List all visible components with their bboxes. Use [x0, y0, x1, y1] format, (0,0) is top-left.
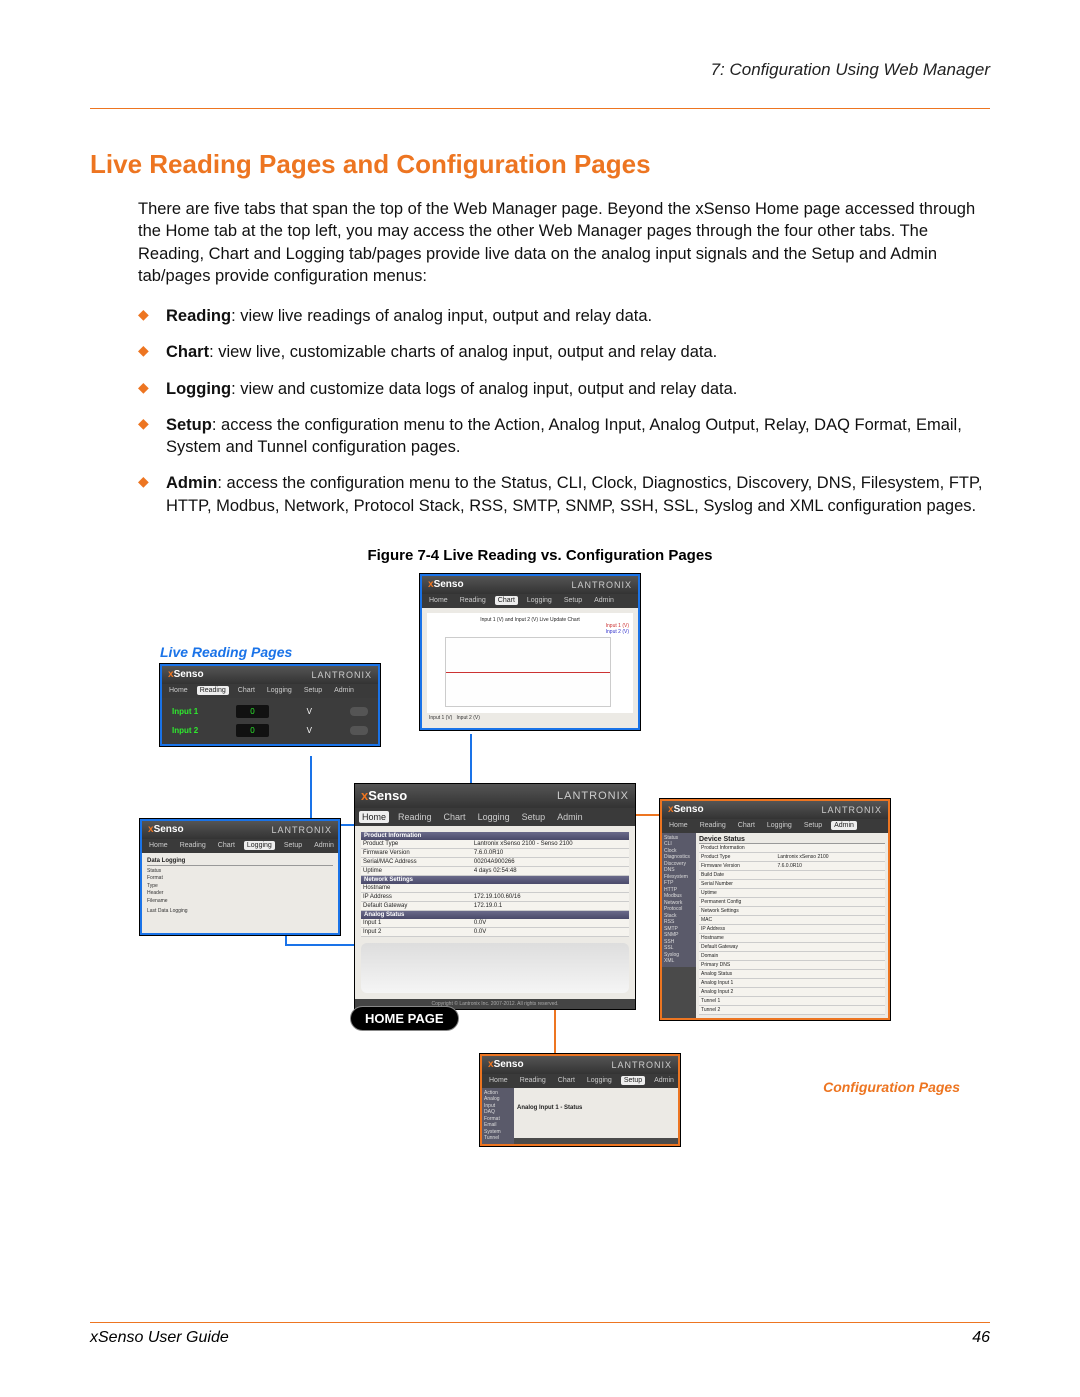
- footer-page-number: 46: [972, 1329, 990, 1347]
- tab-logging[interactable]: Logging: [264, 686, 295, 695]
- bullet-logging: Logging: view and customize data logs of…: [138, 378, 990, 400]
- tab-admin[interactable]: Admin: [331, 686, 357, 695]
- logo: xSenso: [168, 669, 204, 680]
- bullet-admin: Admin: access the configuration menu to …: [138, 472, 990, 517]
- tab-admin[interactable]: Admin: [591, 596, 617, 605]
- bullet-chart: Chart: view live, customizable charts of…: [138, 341, 990, 363]
- reading-input-1: Input 1 0 V: [166, 702, 374, 721]
- tab-admin[interactable]: Admin: [651, 1076, 677, 1085]
- tab-home[interactable]: Home: [146, 841, 171, 850]
- tab-bar: Home Reading Chart Logging Setup Admin: [422, 594, 638, 608]
- tab-admin[interactable]: Admin: [831, 821, 857, 830]
- logo: xSenso: [148, 824, 184, 835]
- tab-chart[interactable]: Chart: [441, 811, 469, 823]
- screenshot-admin: xSenso LANTRONIX Home Reading Chart Logg…: [660, 799, 890, 1020]
- tab-chart[interactable]: Chart: [215, 841, 238, 850]
- section-title: Live Reading Pages and Configuration Pag…: [90, 149, 990, 180]
- connector-line: [310, 756, 312, 824]
- tab-chart[interactable]: Chart: [735, 821, 758, 830]
- setup-heading: Analog Input 1 - Status: [517, 1105, 675, 1111]
- tab-logging[interactable]: Logging: [584, 1076, 615, 1085]
- tab-reading[interactable]: Reading: [697, 821, 729, 830]
- chart-plot: [445, 637, 611, 707]
- admin-heading: Device Status: [699, 836, 885, 844]
- chapter-title: 7: Configuration Using Web Manager: [90, 60, 990, 80]
- tab-setup[interactable]: Setup: [519, 811, 549, 823]
- admin-sidebar: StatusCLIClockDiagnosticsDiscoveryDNSFil…: [662, 833, 696, 967]
- brand-text: LANTRONIX: [557, 790, 629, 802]
- screenshot-setup: xSenso LANTRONIX Home Reading Chart Logg…: [480, 1054, 680, 1146]
- bullet-setup: Setup: access the configuration menu to …: [138, 414, 990, 459]
- section-network: Network Settings: [361, 876, 629, 884]
- tab-reading[interactable]: Reading: [395, 811, 435, 823]
- screenshot-logging: xSenso LANTRONIX Home Reading Chart Logg…: [140, 819, 340, 935]
- tab-reading[interactable]: Reading: [177, 841, 209, 850]
- tab-home[interactable]: Home: [426, 596, 451, 605]
- section-product-info: Product Information: [361, 832, 629, 840]
- tab-chart[interactable]: Chart: [495, 596, 518, 605]
- tab-setup[interactable]: Setup: [301, 686, 325, 695]
- tab-home[interactable]: Home: [486, 1076, 511, 1085]
- bullet-list: Reading: view live readings of analog in…: [138, 305, 990, 517]
- brand-text: LANTRONIX: [311, 670, 372, 680]
- brand-text: LANTRONIX: [611, 1060, 672, 1070]
- tab-reading[interactable]: Reading: [197, 686, 229, 695]
- intro-paragraph: There are five tabs that span the top of…: [138, 198, 990, 287]
- tab-admin[interactable]: Admin: [311, 841, 337, 850]
- tab-home[interactable]: Home: [359, 811, 389, 823]
- tab-logging[interactable]: Logging: [244, 841, 275, 850]
- tab-home[interactable]: Home: [166, 686, 191, 695]
- tab-logging[interactable]: Logging: [524, 596, 555, 605]
- tab-admin[interactable]: Admin: [554, 811, 586, 823]
- logo: xSenso: [488, 1059, 524, 1070]
- chart-area: Input 1 (V) and Input 2 (V) Live Update …: [427, 613, 633, 713]
- screenshot-reading: xSenso LANTRONIX Home Reading Chart Logg…: [160, 664, 380, 746]
- tab-setup[interactable]: Setup: [621, 1076, 645, 1085]
- logo: xxSensoSenso: [428, 579, 464, 590]
- chart-legend: Input 1 (V)Input 2 (V): [431, 623, 629, 635]
- reading-input-2: Input 2 0 V: [166, 721, 374, 740]
- home-page-badge: HOME PAGE: [350, 1006, 459, 1031]
- brand-text: LANTRONIX: [271, 825, 332, 835]
- screenshot-home: xSenso LANTRONIX Home Reading Chart Logg…: [355, 784, 635, 1009]
- tab-home[interactable]: Home: [666, 821, 691, 830]
- tab-setup[interactable]: Setup: [801, 821, 825, 830]
- logo: xSenso: [668, 804, 704, 815]
- tab-chart[interactable]: Chart: [235, 686, 258, 695]
- tab-chart[interactable]: Chart: [555, 1076, 578, 1085]
- tab-logging[interactable]: Logging: [764, 821, 795, 830]
- tab-reading[interactable]: Reading: [517, 1076, 549, 1085]
- tab-setup[interactable]: Setup: [561, 596, 585, 605]
- tab-logging[interactable]: Logging: [475, 811, 513, 823]
- bullet-reading: Reading: view live readings of analog in…: [138, 305, 990, 327]
- figure-caption: Figure 7-4 Live Reading vs. Configuratio…: [90, 547, 990, 564]
- brand-text: LANTRONIX: [571, 580, 632, 590]
- section-analog: Analog Status: [361, 911, 629, 919]
- tab-setup[interactable]: Setup: [281, 841, 305, 850]
- logo: xSenso: [361, 788, 407, 803]
- page-footer: xSenso User Guide 46: [90, 1322, 990, 1347]
- label-live-reading: Live Reading Pages: [160, 644, 292, 660]
- brand-text: LANTRONIX: [821, 805, 882, 815]
- figure-area: Live Reading Pages Configuration Pages x…: [130, 574, 950, 1254]
- logging-heading: Data Logging: [147, 858, 333, 866]
- footer-guide: xSenso User Guide: [90, 1329, 229, 1347]
- setup-sidebar: ActionAnalog InputDAQ FormatEmailSystemT…: [482, 1088, 514, 1144]
- tab-reading[interactable]: Reading: [457, 596, 489, 605]
- label-configuration: Configuration Pages: [823, 1079, 960, 1095]
- header-rule: [90, 108, 990, 109]
- screenshot-chart: xxSensoSenso LANTRONIX Home Reading Char…: [420, 574, 640, 730]
- device-image: [361, 943, 629, 993]
